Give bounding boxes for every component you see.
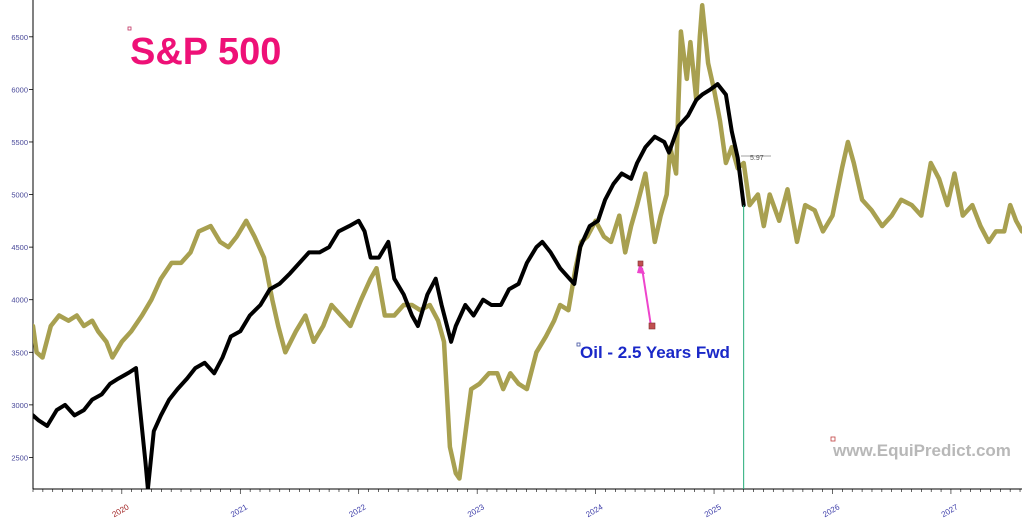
title-marker bbox=[127, 26, 132, 31]
arrow-base-marker bbox=[648, 322, 656, 330]
y-tick-label: 2500 bbox=[11, 453, 28, 462]
y-tick-label: 5500 bbox=[11, 138, 28, 147]
axes bbox=[32, 0, 1022, 490]
current-value-tag: 5.97 bbox=[741, 155, 771, 162]
arrow-tip-marker bbox=[637, 260, 644, 267]
y-tick-label: 3000 bbox=[11, 401, 28, 410]
y-tick-label: 6500 bbox=[11, 33, 28, 42]
y-tick-label: 3500 bbox=[11, 348, 28, 357]
series-line-oil bbox=[33, 3, 1022, 481]
plot-area bbox=[33, 3, 1022, 489]
watermark: www.EquiPredict.com bbox=[832, 441, 1011, 460]
arrow-annotation bbox=[637, 260, 656, 330]
oil-annotation-label: Oil - 2.5 Years Fwd bbox=[580, 343, 730, 362]
watermark-marker bbox=[830, 436, 836, 442]
y-tick-label: 4000 bbox=[11, 296, 28, 305]
series-line-sp500 bbox=[33, 82, 746, 489]
chart-title: S&P 500 bbox=[130, 31, 281, 73]
y-tick-label: 4500 bbox=[11, 243, 28, 252]
current-value-label: 5.97 bbox=[750, 155, 764, 162]
arrow-head bbox=[637, 262, 645, 274]
y-tick-label: 5000 bbox=[11, 191, 28, 200]
y-tick-label: 6000 bbox=[11, 85, 28, 94]
arrow-shaft bbox=[641, 267, 652, 327]
oil-annotation-marker bbox=[576, 342, 581, 347]
